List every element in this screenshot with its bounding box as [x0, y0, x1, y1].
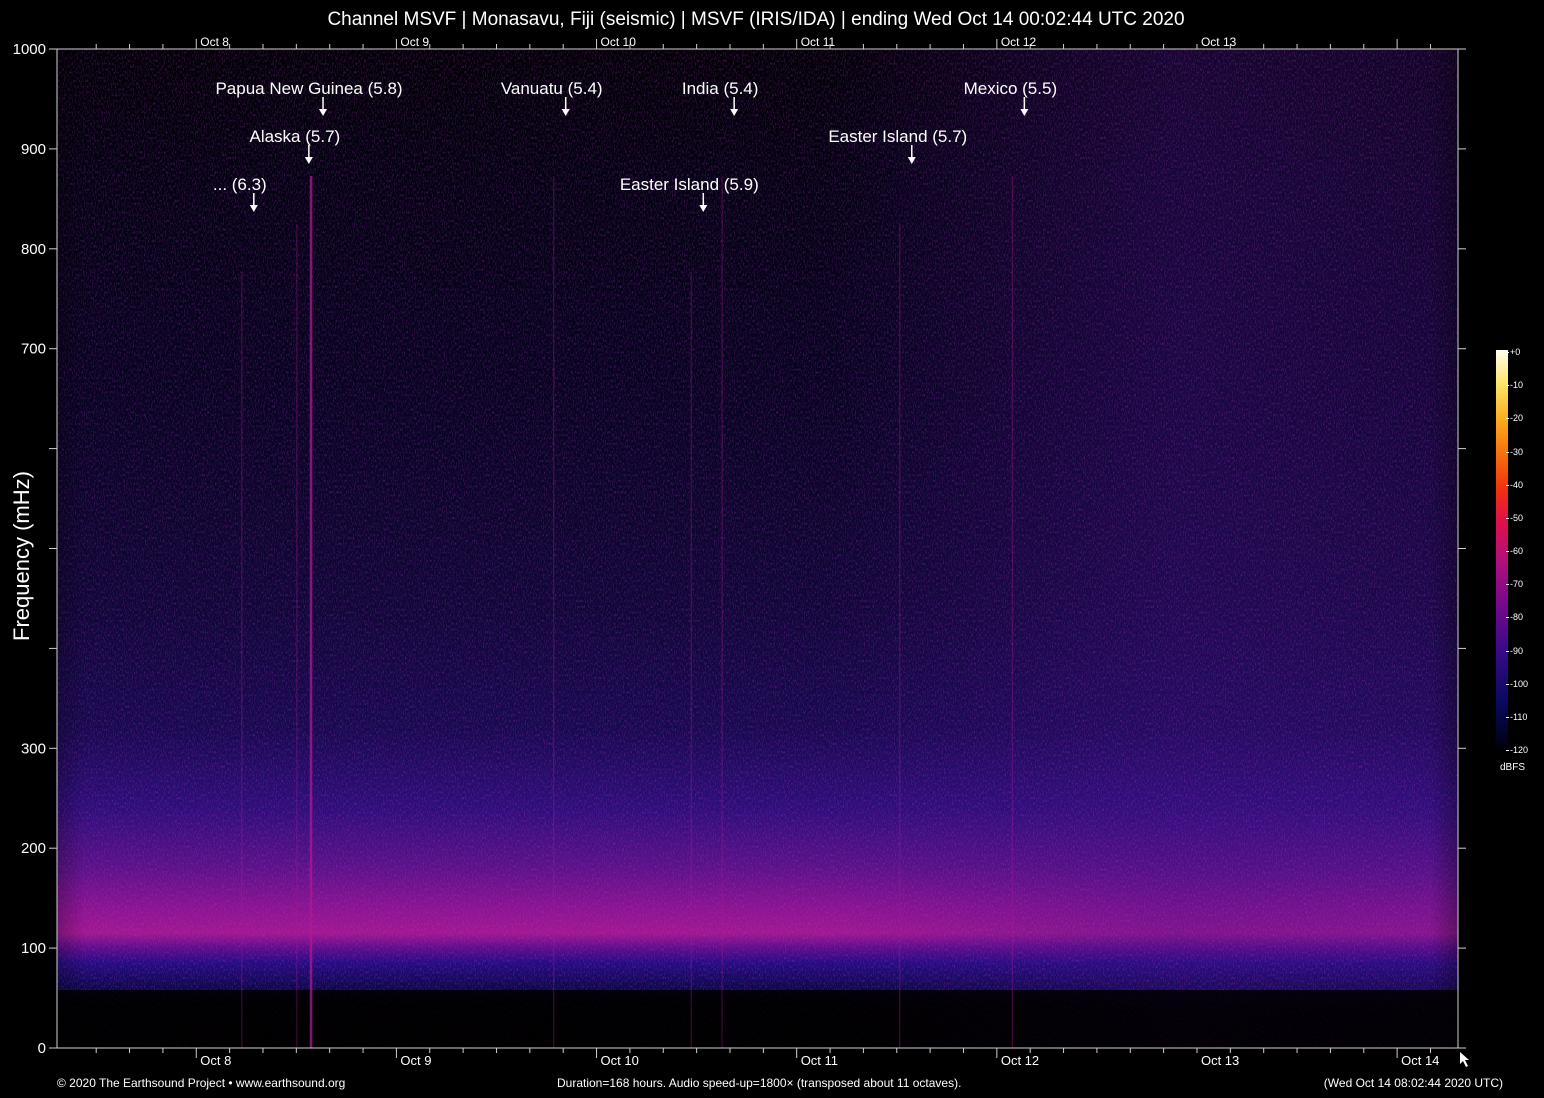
x-tick-label-top: Oct 12	[1001, 35, 1037, 49]
annotation-label: Papua New Guinea (5.8)	[215, 79, 402, 98]
colorbar-tick-label: -110	[1505, 711, 1528, 722]
colorbar: +0 -10 -20 -30 -40 -50 -60 -70 -80 -90 -100 -110 -12…	[1496, 347, 1528, 773]
x-tick-label: Oct 14	[1401, 1053, 1439, 1068]
footer-timestamp: (Wed Oct 14 08:02:44 2020 UTC)	[1323, 1076, 1503, 1090]
colorbar-tick-label: -30	[1505, 446, 1524, 457]
x-tick-label: Oct 12	[1001, 1053, 1039, 1068]
x-tick-label: Oct 10	[601, 1053, 639, 1068]
y-tick-label: 900	[21, 141, 46, 158]
x-tick-label-top: Oct 13	[1201, 35, 1237, 49]
y-tick-label: 0	[38, 1040, 46, 1057]
annotation-label: India (5.4)	[682, 79, 759, 98]
annotation-arrow-head	[249, 205, 258, 212]
earthquake-annotations: Papua New Guinea (5.8) Vanuatu (5.4) India…	[213, 79, 1057, 212]
x-tick-label-top: Oct 8	[200, 35, 229, 49]
colorbar-tick-label: -20	[1505, 413, 1524, 424]
colorbar-tick-label: -100	[1505, 678, 1529, 689]
y-tick-label: 1000	[13, 41, 46, 58]
colorbar-unit: dBFS	[1500, 762, 1526, 773]
y-tick-label: 100	[21, 940, 46, 957]
chart-title: Channel MSVF | Monasavu, Fiji (seismic) …	[327, 9, 1185, 30]
event-streaks	[241, 176, 1013, 1048]
colorbar-tick-label: -40	[1505, 479, 1524, 490]
annotation-label: ... (6.3)	[213, 175, 267, 194]
x-tick-label: Oct 13	[1201, 1053, 1239, 1068]
y-tick-label: 800	[21, 241, 46, 258]
x-tick-label: Oct 11	[801, 1053, 838, 1068]
colorbar-tick-label: -60	[1505, 546, 1524, 556]
annotation-arrow-head	[304, 157, 313, 164]
annotation-label: Easter Island (5.9)	[620, 175, 759, 194]
annotation-arrow-head	[730, 109, 739, 116]
colorbar-tick-label: +0	[1505, 347, 1521, 357]
annotation-label: Vanuatu (5.4)	[501, 79, 603, 98]
y-tick-label: 200	[21, 840, 46, 857]
x-axis: Oct 8 Oct 9 Oct 10 Oct 11 Oct 12 Oct 13 Oct 14…	[95, 35, 1439, 1068]
y-axis: 0 100 200 300 700 800 900 1000	[13, 41, 1466, 1057]
colorbar-tick-label: -50	[1505, 512, 1524, 523]
footer-duration: Duration=168 hours. Audio speed-up=1800×…	[557, 1076, 962, 1090]
colorbar-tick-label: -90	[1505, 645, 1524, 656]
annotation-arrow-head	[1020, 109, 1029, 116]
x-tick-label: Oct 8	[200, 1053, 231, 1068]
y-tick-label: 300	[21, 740, 46, 757]
annotation-arrow-head	[561, 109, 570, 116]
annotation-arrow-head	[907, 157, 916, 164]
annotation-label: Alaska (5.7)	[249, 127, 340, 146]
colorbar-tick-label: -80	[1505, 612, 1524, 623]
cursor-icon	[1460, 1052, 1469, 1067]
colorbar-tick-label: -70	[1505, 579, 1524, 590]
annotation-label: Mexico (5.5)	[964, 79, 1058, 98]
x-tick-label-top: Oct 11	[801, 35, 836, 49]
colorbar-tick-label: -120	[1505, 745, 1529, 755]
colorbar-tick-label: -10	[1505, 380, 1524, 391]
annotation-arrow-head	[319, 109, 328, 116]
y-tick-label: 700	[21, 341, 46, 358]
footer-copyright: © 2020 The Earthsound Project • www.eart…	[57, 1076, 346, 1090]
annotation-arrow-head	[699, 205, 708, 212]
annotation-label: Easter Island (5.7)	[828, 127, 967, 146]
x-tick-label: Oct 9	[400, 1053, 431, 1068]
colorbar-gradient	[1496, 350, 1508, 748]
x-tick-label-top: Oct 10	[601, 35, 637, 49]
x-tick-label-top: Oct 9	[400, 35, 429, 49]
